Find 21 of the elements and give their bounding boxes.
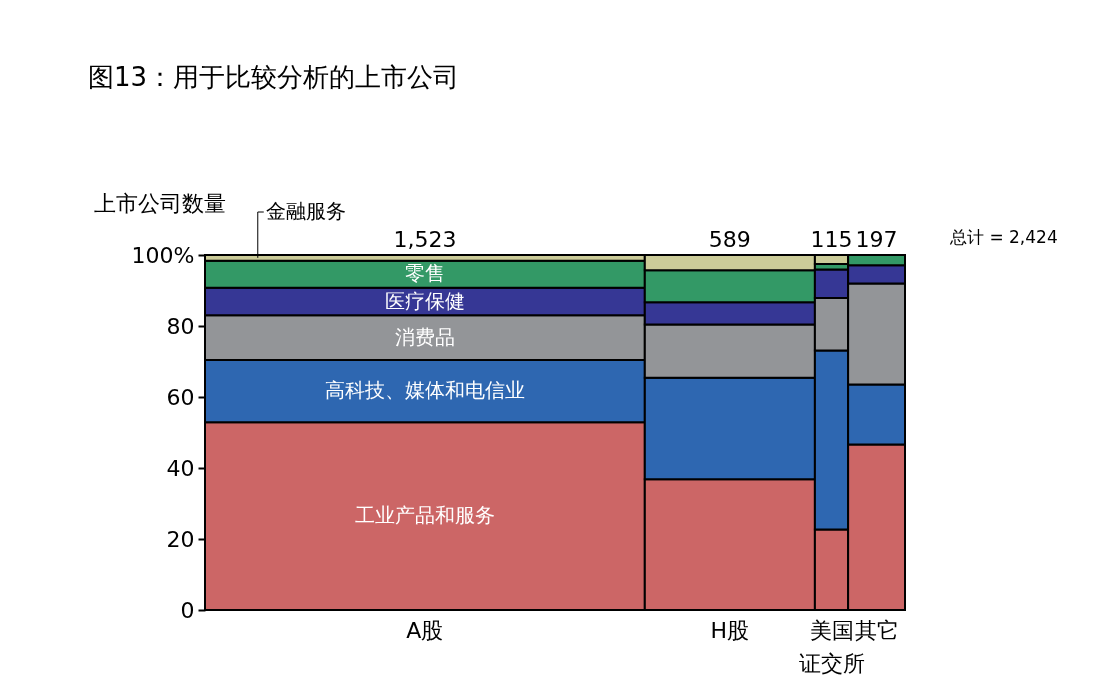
series-label: 消费品 — [394, 324, 455, 349]
x-tick-label: A股 — [406, 618, 444, 643]
annotation: 589 — [708, 227, 751, 252]
series-label: 工业产品和服务 — [354, 503, 495, 528]
annotation: 115 — [810, 227, 853, 252]
y-tick-label: 40 — [166, 455, 195, 481]
x-tick-label: H股 — [710, 618, 750, 643]
y-axis-title: 上市公司数量 — [93, 190, 226, 216]
y-tick-label: 80 — [166, 313, 195, 339]
annotation: 197 — [855, 227, 898, 252]
series-label: 高科技、媒体和电信业 — [324, 378, 525, 403]
series-label: 零售 — [404, 261, 445, 286]
text: 总计 = 2,424 — [949, 227, 1058, 247]
y-tick-label: 60 — [166, 384, 195, 410]
series-label: 医疗保健 — [384, 288, 465, 313]
y-tick-label: 100% — [131, 242, 195, 268]
y-tick-label: 20 — [166, 526, 195, 552]
annotation: 1,523 — [393, 227, 457, 252]
y-tick-label: 0 — [180, 597, 195, 623]
chart-title: 图13：用于比较分析的上市公司 — [88, 62, 460, 92]
series-label: 金融服务 — [265, 199, 346, 223]
